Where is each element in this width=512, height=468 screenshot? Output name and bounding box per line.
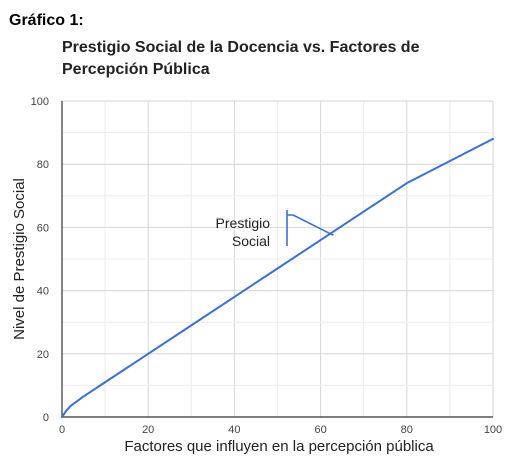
annotation-label-line-2: Social bbox=[232, 233, 270, 249]
y-tick-label: 100 bbox=[31, 96, 49, 108]
annotation-pointer bbox=[287, 214, 334, 237]
x-tick-label: 20 bbox=[142, 424, 154, 436]
y-tick-label: 0 bbox=[43, 412, 49, 424]
y-tick-label: 40 bbox=[37, 286, 49, 298]
gridlines bbox=[62, 100, 494, 417]
x-tick-label: 0 bbox=[59, 424, 65, 436]
annotation-label-line-1: Prestigio bbox=[216, 215, 271, 231]
y-tick-label: 60 bbox=[37, 222, 49, 234]
chart-title-line-2: Percepción Pública bbox=[62, 61, 210, 78]
series-line bbox=[61, 137, 494, 418]
tick-labels: 0 20 40 60 80 100 0 20 40 60 80 100 bbox=[31, 96, 503, 436]
chart-title: Prestigio Social de la Docencia vs. Fact… bbox=[62, 37, 502, 81]
x-tick-label: 80 bbox=[401, 424, 413, 436]
x-tick-label: 60 bbox=[314, 424, 326, 436]
annotation: Prestigio Social bbox=[216, 210, 334, 249]
x-tick-label: 100 bbox=[484, 424, 502, 436]
x-axis-title: Factores que influyen en la percepción p… bbox=[124, 438, 434, 455]
y-tick-label: 20 bbox=[37, 349, 49, 361]
chart-title-line-1: Prestigio Social de la Docencia vs. Fact… bbox=[62, 39, 420, 56]
figure-label: Gráfico 1: bbox=[9, 12, 84, 29]
y-tick-label: 80 bbox=[37, 159, 49, 171]
axes bbox=[61, 101, 493, 418]
y-axis-title: Nivel de Prestigio Social bbox=[11, 178, 28, 340]
series-layer bbox=[61, 137, 494, 418]
x-tick-label: 40 bbox=[228, 424, 240, 436]
